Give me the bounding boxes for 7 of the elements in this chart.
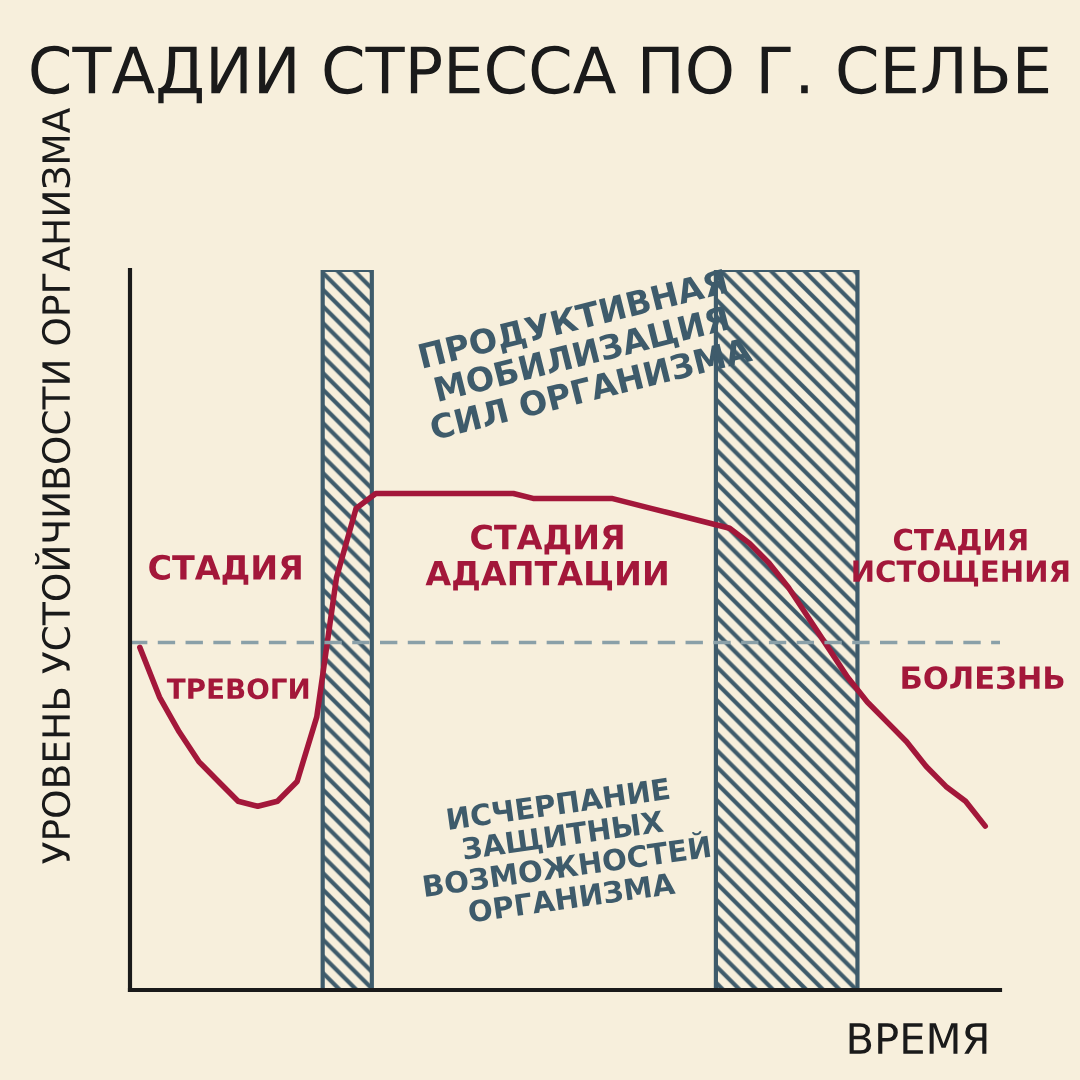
x-axis-title: ВРЕМЯ (849, 1023, 987, 1054)
annotation: БОЛЕЗНЬ (902, 666, 1064, 690)
y-axis-title: УРОВЕНЬ УСТОЙЧИВОСТИ ОРГАНИЗМА (35, 107, 71, 864)
annotation: СТАДИЯ АДАПТАЦИИ (425, 524, 667, 591)
annotation: ТРЕВОГИ (166, 678, 309, 700)
annotation: СТАДИЯ (149, 554, 301, 585)
chart-title: СТАДИИ СТРЕССА ПО Г. СЕЛЬЕ (31, 45, 1049, 104)
